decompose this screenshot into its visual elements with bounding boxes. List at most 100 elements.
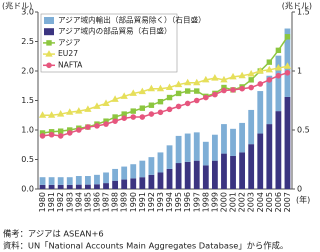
marker xyxy=(47,111,56,118)
legend-swatch xyxy=(44,17,54,24)
marker xyxy=(147,84,156,92)
marker xyxy=(257,81,264,87)
marker xyxy=(274,64,283,71)
marker xyxy=(265,65,273,73)
y-tick-label: 0.0 xyxy=(21,185,34,194)
bar-segment xyxy=(275,55,282,112)
marker xyxy=(248,77,254,83)
bar-segment xyxy=(112,180,119,189)
marker xyxy=(266,59,273,65)
marker xyxy=(284,69,291,76)
x-tick-label: 2000 xyxy=(219,192,228,212)
x-tick-label: 1995 xyxy=(174,192,183,212)
marker xyxy=(238,71,246,79)
marker xyxy=(139,105,146,111)
y2-axis-unit: (兆ドル) xyxy=(282,1,312,11)
legend-swatch xyxy=(44,28,54,36)
x-tick-label: 1997 xyxy=(192,192,201,212)
x-tick-label: 2007 xyxy=(283,192,292,212)
marker xyxy=(184,88,191,94)
legend-marker xyxy=(45,50,53,57)
marker xyxy=(57,133,64,139)
bar-segment xyxy=(57,184,64,189)
bar-segment xyxy=(166,168,173,189)
marker xyxy=(48,131,55,138)
marker xyxy=(239,85,245,92)
marker xyxy=(66,108,74,115)
legend-label: アジア域内の部品貿易（右目盛） xyxy=(58,26,172,36)
bar-segment xyxy=(103,183,109,189)
marker xyxy=(229,72,237,80)
y-tick-label: 3.0 xyxy=(21,8,34,17)
marker xyxy=(175,103,182,110)
marker xyxy=(94,123,100,129)
bar-segment xyxy=(130,164,137,179)
bar-segment xyxy=(112,168,119,181)
bar-segment xyxy=(202,141,209,166)
bar-segment xyxy=(48,177,55,185)
bar-segment xyxy=(230,128,236,156)
marker xyxy=(212,91,218,98)
y2-tick-label: 0.5 xyxy=(297,126,310,135)
bar-segment xyxy=(94,174,100,185)
bar-segment xyxy=(166,145,173,169)
line xyxy=(42,72,288,137)
marker xyxy=(283,62,292,69)
marker xyxy=(66,130,73,136)
marker xyxy=(112,118,118,124)
marker xyxy=(194,88,200,94)
bar-segment xyxy=(248,109,255,145)
x-tick-label: 1993 xyxy=(156,192,165,212)
marker xyxy=(138,87,146,95)
bar-segment xyxy=(257,91,264,134)
x-tick-label: 2003 xyxy=(247,192,256,212)
y-tick-label: 0.5 xyxy=(21,155,34,164)
bar-segment xyxy=(202,165,209,189)
legend-box xyxy=(40,13,178,73)
marker xyxy=(184,78,192,86)
y2-tick-label: 1.5 xyxy=(297,8,310,17)
legend-label: NAFTA xyxy=(58,60,83,69)
bar-segment xyxy=(39,177,46,185)
x-tick-label: 1987 xyxy=(102,192,111,212)
bar-segment xyxy=(266,75,273,125)
bar-segment xyxy=(239,122,246,153)
x-tick-label: 2006 xyxy=(274,192,283,212)
x-tick-label: 1986 xyxy=(92,192,101,212)
legend-label: EU27 xyxy=(58,49,78,58)
y-tick-label: 1.0 xyxy=(21,126,34,135)
bar-segment xyxy=(248,144,255,189)
marker xyxy=(39,133,46,139)
marker xyxy=(230,87,236,93)
bar-segment xyxy=(148,174,155,189)
marker xyxy=(275,72,282,79)
line xyxy=(42,65,288,116)
marker xyxy=(57,110,65,117)
bar-segment xyxy=(221,153,227,189)
legend-marker xyxy=(46,62,52,69)
marker xyxy=(193,78,201,86)
legend-label: アジア域内輸出（部品貿易除く）（右目盛） xyxy=(58,15,206,25)
marker xyxy=(156,84,165,92)
marker xyxy=(275,47,282,54)
marker xyxy=(84,105,92,112)
marker xyxy=(248,84,254,91)
bar-segment xyxy=(175,163,182,189)
x-tick-label: 2004 xyxy=(256,192,265,212)
bar-segment xyxy=(139,177,146,189)
marker xyxy=(175,90,182,97)
y-tick-label: 2.5 xyxy=(21,37,34,46)
marker xyxy=(129,89,137,96)
marker xyxy=(211,74,219,81)
marker xyxy=(165,83,174,91)
marker xyxy=(148,111,155,117)
x-tick-label: 1994 xyxy=(165,192,174,212)
x-tick-label: 1982 xyxy=(56,192,65,212)
bar-segment xyxy=(75,184,82,189)
note: 備考：アジアは ASEAN+6 xyxy=(3,229,104,239)
marker xyxy=(221,87,227,94)
legend-marker xyxy=(46,40,52,46)
bar-segment xyxy=(103,172,109,184)
bar-segment xyxy=(66,184,73,189)
